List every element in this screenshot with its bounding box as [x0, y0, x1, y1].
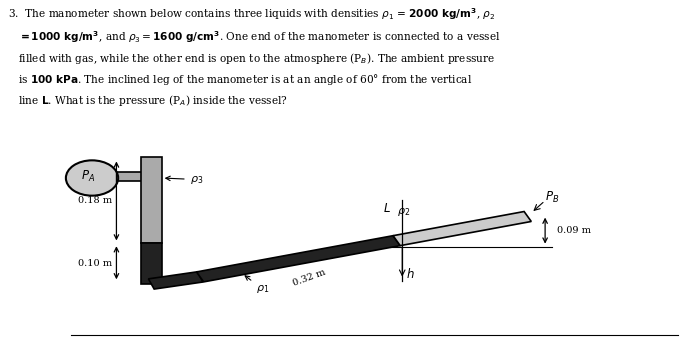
- Text: 0.32 m: 0.32 m: [291, 268, 326, 288]
- Polygon shape: [115, 172, 155, 181]
- Text: $h$: $h$: [406, 267, 415, 281]
- Text: 3.  The manometer shown below contains three liquids with densities $\rho_1$ = $: 3. The manometer shown below contains th…: [8, 7, 500, 108]
- Text: $\rho_2$: $\rho_2$: [397, 206, 410, 218]
- Text: $L$: $L$: [383, 202, 391, 215]
- Polygon shape: [141, 157, 162, 244]
- Text: 0.09 m: 0.09 m: [557, 226, 592, 235]
- Text: $\rho_1$: $\rho_1$: [245, 276, 270, 295]
- Polygon shape: [393, 211, 531, 246]
- Polygon shape: [148, 272, 203, 289]
- Text: 0.10 m: 0.10 m: [78, 259, 113, 268]
- Polygon shape: [197, 236, 400, 282]
- Text: $P_A$: $P_A$: [81, 169, 96, 184]
- Polygon shape: [141, 244, 162, 284]
- Text: $P_B$: $P_B$: [545, 189, 559, 205]
- Text: $\rho_3$: $\rho_3$: [166, 173, 203, 185]
- Text: 0.18 m: 0.18 m: [78, 195, 113, 205]
- Ellipse shape: [66, 160, 118, 196]
